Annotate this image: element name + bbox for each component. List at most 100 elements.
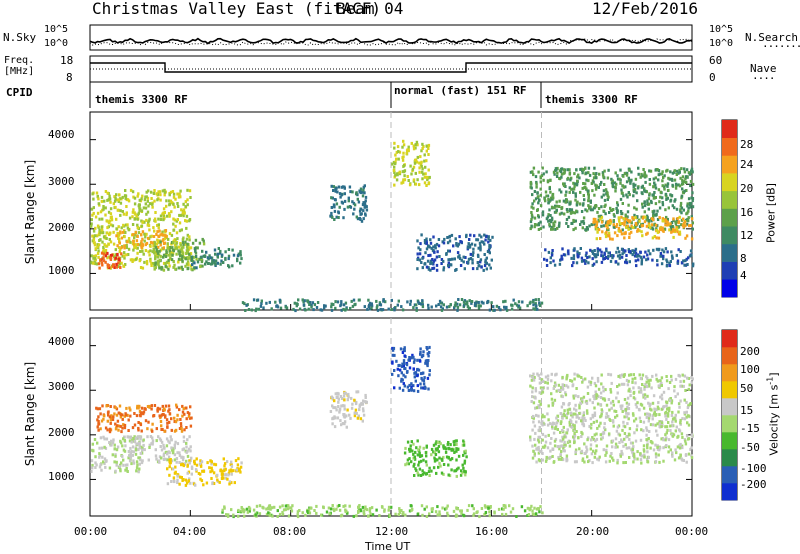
power-echo-cell [362,217,365,221]
velocity-echo-cell [668,398,671,402]
power-echo-cell [173,238,177,242]
velocity-echo-cell [534,431,537,435]
power-echo-cell [686,217,689,221]
power-echo-cell [90,261,93,265]
velocity-echo-cell [552,387,555,390]
power-echo-cell [123,234,126,238]
power-echo-cell [629,250,632,254]
velocity-echo-cell [163,408,166,412]
velocity-echo-cell [147,420,150,424]
velocity-echo-cell [614,415,617,419]
velocity-echo-cell [139,437,142,441]
power-echo-cell [145,212,148,216]
power-echo-cell [668,261,671,265]
power-echo-cell [319,308,322,312]
velocity-echo-cell [150,442,153,446]
velocity-echo-cell [431,508,434,512]
velocity-echo-cell [537,445,540,449]
velocity-echo-cell [682,379,686,383]
power-echo-cell [596,249,600,253]
velocity-echo-cell [643,455,646,459]
power-echo-cell [308,303,311,306]
power-echo-cell [664,219,667,223]
velocity-echo-cell [578,416,581,420]
power-echo-cell [660,191,663,195]
power-echo-cell [537,228,541,231]
power-echo-cell [187,247,191,251]
velocity-echo-cell [169,458,172,461]
velocity-echo-cell [115,407,119,411]
velocity-echo-cell [523,509,527,513]
velocity-echo-cell [616,461,619,465]
power-echo-cell [626,224,629,228]
power-echo-cell [466,261,470,265]
power-echo-cell [672,218,675,222]
velocity-echo-cell [660,421,664,425]
power-echo-cell [163,229,167,233]
power-echo-cell [131,190,135,194]
power-echo-cell [110,223,113,227]
power-echo-cell [414,182,417,186]
velocity-echo-cell [167,439,170,443]
velocity-echo-cell [614,437,618,441]
velocity-echo-cell [582,424,586,428]
velocity-echo-cell [200,460,204,464]
power-echo-cell [608,211,611,214]
power-echo-cell [561,172,564,176]
plot-title: Christmas Valley East (fitACF) [92,0,381,18]
power-echo-cell [638,229,641,233]
velocity-echo-cell [423,386,426,390]
power-echo-cell [400,305,403,309]
velocity-echo-cell [690,456,694,460]
power-echo-cell [640,172,643,176]
velocity-echo-cell [685,460,688,464]
velocity-echo-cell [647,379,651,383]
velocity-echo-cell [424,361,427,365]
power-echo-cell [634,177,638,181]
power-echo-cell [566,177,569,181]
velocity-echo-cell [550,379,553,383]
velocity-echo-cell [179,475,182,479]
power-echo-cell [585,251,588,255]
power-echo-cell [142,252,145,256]
power-echo-cell [110,218,114,222]
power-echo-cell [205,250,208,254]
velocity-echo-cell [611,419,615,423]
power-echo-cell [647,220,651,224]
velocity-echo-cell [306,508,309,512]
velocity-echo-cell [565,416,568,420]
power-echo-cell [493,308,496,312]
power-echo-cell [139,258,142,262]
power-echo-cell [156,262,159,266]
power-echo-cell [119,230,122,234]
power-echo-cell [123,194,127,198]
power-echo-cell [188,189,192,193]
power-echo-cell [179,242,182,245]
power-echo-cell [553,172,556,176]
power-echo-cell [600,220,604,224]
power-echo-cell [597,228,601,232]
velocity-echo-cell [173,416,176,420]
velocity-echo-cell [371,513,375,517]
power-echo-cell [98,203,101,207]
velocity-echo-cell [270,506,274,510]
power-colorbar-segment [722,155,737,174]
velocity-echo-cell [629,394,632,398]
velocity-echo-cell [654,413,657,417]
power-echo-cell [657,230,661,234]
power-echo-cell [664,247,668,251]
power-echo-cell [686,211,689,215]
velocity-echo-cell [142,410,146,414]
velocity-echo-cell [180,455,183,459]
power-echo-cell [398,150,402,154]
power-echo-cell [141,246,144,250]
power-echo-cell [603,198,607,202]
velocity-echo-cell [611,456,614,460]
velocity-echo-cell [139,422,142,425]
velocity-echo-cell [168,473,171,477]
velocity-echo-cell [591,401,594,405]
power-echo-cell [628,249,631,253]
velocity-echo-cell [546,381,549,385]
power-echo-cell [640,260,643,264]
power-echo-cell [442,268,445,272]
